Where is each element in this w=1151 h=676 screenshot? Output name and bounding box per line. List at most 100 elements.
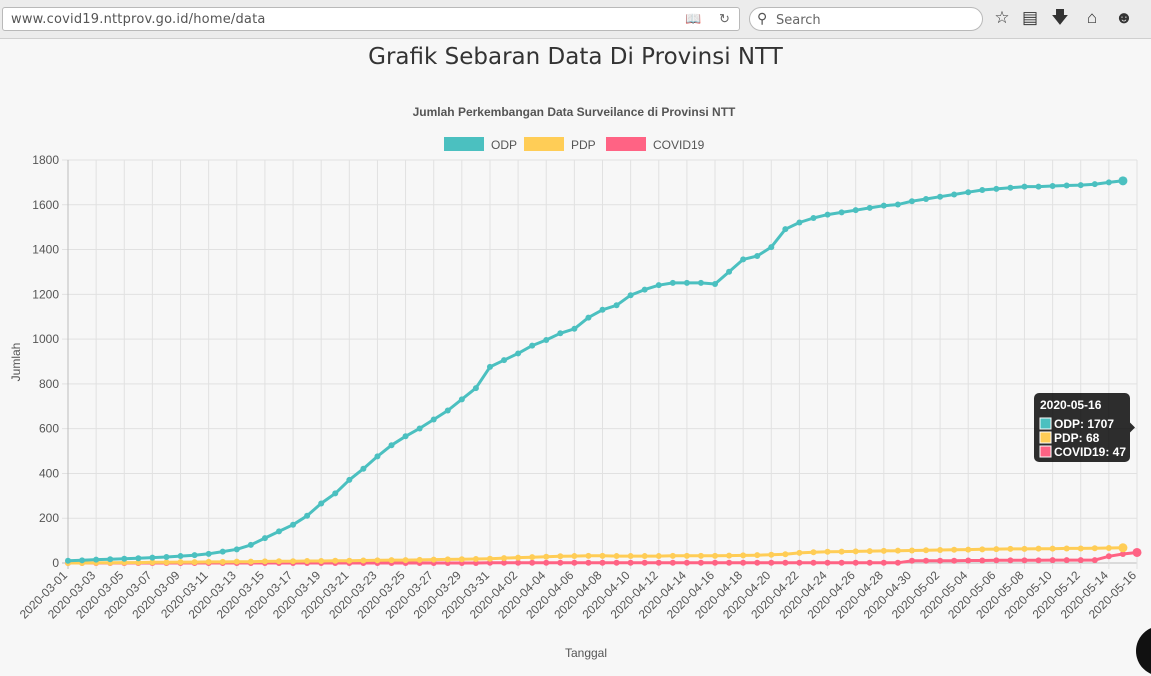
y-tick-label: 800: [39, 377, 59, 391]
data-point-odp: [726, 268, 733, 275]
reader-view-icon[interactable]: 📖: [685, 11, 702, 26]
data-point-pdp: [557, 553, 564, 560]
data-point-odp: [486, 363, 493, 370]
search-icon: ⚲: [757, 10, 768, 26]
series-line-odp: [67, 179, 1124, 563]
tooltip-swatch: [1039, 445, 1052, 458]
data-point-odp: [1077, 182, 1084, 189]
data-point-odp: [641, 286, 648, 293]
data-point-pdp: [219, 558, 226, 565]
data-point-pdp: [571, 553, 578, 560]
tooltip-swatch: [1039, 417, 1052, 430]
data-point-pdp: [458, 556, 465, 563]
data-point-covid19: [669, 559, 676, 566]
smiley-icon[interactable]: ☻: [1115, 8, 1133, 27]
data-point-pdp: [1035, 545, 1042, 552]
reload-icon[interactable]: ↻: [719, 11, 730, 26]
data-point-covid19: [951, 557, 958, 564]
data-point-odp: [374, 453, 381, 460]
data-point-odp: [444, 407, 451, 414]
data-point-odp: [191, 552, 198, 559]
data-point-covid19: [1077, 557, 1084, 564]
data-point-odp: [219, 548, 226, 555]
bookmark-star-icon[interactable]: ☆: [994, 8, 1010, 27]
data-point-pdp: [1077, 545, 1084, 552]
data-point-covid19: [585, 559, 592, 566]
scroll-to-top-button[interactable]: [1136, 626, 1151, 676]
data-point-covid19: [979, 557, 986, 564]
data-point-odp: [782, 226, 789, 233]
data-point-odp: [1105, 179, 1112, 186]
data-point-odp: [346, 476, 353, 483]
data-point-covid19: [810, 559, 817, 566]
data-point-odp: [627, 292, 634, 299]
data-point-odp: [233, 546, 240, 553]
data-point-odp: [177, 553, 184, 560]
data-point-pdp: [1007, 545, 1014, 552]
data-point-covid19: [1132, 547, 1142, 557]
data-point-pdp: [430, 556, 437, 563]
data-point-odp: [402, 433, 409, 440]
data-point-covid19: [557, 559, 564, 566]
url-text[interactable]: www.covid19.nttprov.go.id/home/data: [11, 12, 266, 27]
data-point-odp: [613, 302, 620, 309]
data-point-pdp: [374, 557, 381, 564]
data-point-odp: [697, 279, 704, 286]
download-icon[interactable]: 🡇: [1051, 8, 1069, 27]
data-point-pdp: [1105, 544, 1112, 551]
data-point-odp: [796, 219, 803, 226]
data-point-odp: [824, 211, 831, 218]
data-point-odp: [908, 198, 915, 205]
data-point-odp: [430, 416, 437, 423]
data-point-pdp: [740, 552, 747, 559]
search-box[interactable]: ⚲: [749, 7, 983, 31]
data-point-covid19: [515, 559, 522, 566]
data-point-pdp: [1049, 545, 1056, 552]
data-point-pdp: [346, 557, 353, 564]
legend-swatch-pdp: [524, 137, 564, 151]
data-point-odp: [135, 555, 142, 562]
address-bar[interactable]: www.covid19.nttprov.go.id/home/data 📖 ↻: [2, 7, 740, 31]
data-point-covid19: [923, 557, 930, 564]
data-point-odp: [894, 201, 901, 208]
tooltip-swatch: [1039, 431, 1052, 444]
data-point-pdp: [290, 558, 297, 565]
data-point-covid19: [627, 559, 634, 566]
y-tick-label: 1600: [32, 198, 59, 212]
data-point-covid19: [1105, 553, 1112, 560]
y-tick-label: 1200: [32, 287, 59, 301]
data-point-pdp: [163, 559, 170, 566]
y-tick-label: 600: [39, 422, 59, 436]
tooltip-line: PDP: 68: [1054, 431, 1100, 445]
data-point-odp: [1035, 183, 1042, 190]
search-input[interactable]: [774, 10, 978, 30]
data-point-pdp: [515, 554, 522, 561]
data-point-pdp: [866, 548, 873, 555]
data-point-odp: [1091, 181, 1098, 188]
data-point-pdp: [824, 548, 831, 555]
data-point-covid19: [880, 559, 887, 566]
data-point-odp: [247, 541, 254, 548]
data-point-odp: [669, 279, 676, 286]
data-point-odp: [937, 193, 944, 200]
data-point-pdp: [599, 552, 606, 559]
data-point-covid19: [613, 559, 620, 566]
data-point-pdp: [993, 546, 1000, 553]
data-point-pdp: [894, 547, 901, 554]
data-point-odp: [1063, 182, 1070, 189]
data-point-odp: [852, 207, 859, 214]
reading-list-icon[interactable]: ▤: [1021, 8, 1039, 27]
data-point-covid19: [641, 559, 648, 566]
data-point-pdp: [332, 557, 339, 564]
data-point-pdp: [697, 552, 704, 559]
data-point-covid19: [768, 559, 775, 566]
chart-title: Jumlah Perkembangan Data Surveilance di …: [413, 105, 736, 119]
home-icon[interactable]: ⌂: [1086, 8, 1098, 27]
line-chart: Jumlah Perkembangan Data Surveilance di …: [9, 105, 1142, 660]
tooltip-box: [1034, 393, 1130, 462]
data-point-odp: [1049, 182, 1056, 189]
data-point-odp: [261, 535, 268, 542]
data-point-odp: [290, 521, 297, 528]
data-point-covid19: [838, 559, 845, 566]
data-point-pdp: [529, 554, 536, 561]
